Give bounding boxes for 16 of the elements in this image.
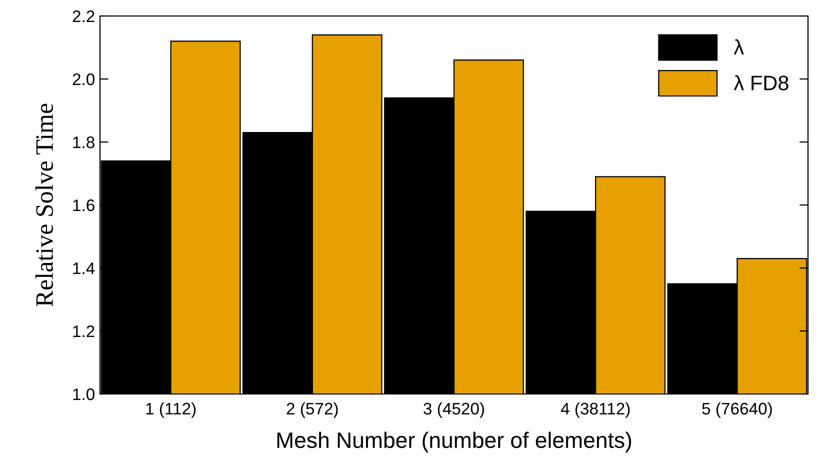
x-tick-label: 1 (112) [146, 402, 196, 418]
y-tick-label: 2.0 [72, 73, 94, 86]
y-tick-label: 1.0 [73, 388, 94, 400]
y-tick-label: 2.2 [72, 10, 94, 22]
x-tick-label: 2 (572) [286, 402, 338, 418]
x-axis-title: Mesh Number (number of elements) [277, 432, 632, 452]
legend-label: λ FD8 [734, 75, 788, 90]
x-tick-label: 4 (38112) [560, 402, 630, 418]
y-tick-label: 1.6 [73, 199, 94, 212]
y-tick-label: 1.2 [73, 325, 94, 338]
x-tick-label: 5 (76640) [702, 402, 772, 418]
legend-label: λ [734, 39, 744, 54]
y-axis-title: Relative Solve Time [35, 104, 54, 306]
y-tick-label: 1.4 [73, 262, 95, 274]
y-tick-label: 1.8 [73, 136, 94, 148]
x-tick-label: 3 (4520) [424, 402, 484, 418]
